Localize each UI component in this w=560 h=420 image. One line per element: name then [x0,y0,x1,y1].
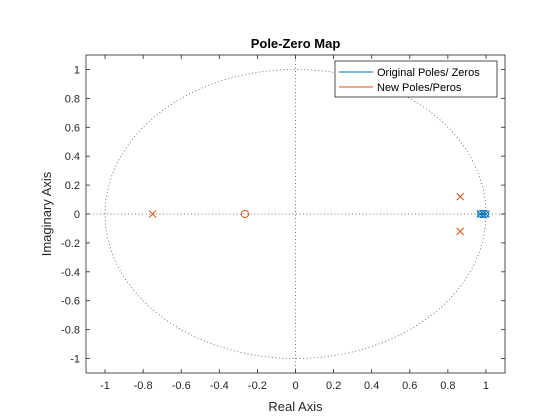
y-tick-label: 0 [74,209,80,221]
x-tick-label: 0.2 [326,380,341,392]
y-tick-label: -0.8 [61,325,80,337]
y-tick-label: 1 [74,64,80,76]
zero-marker [240,209,250,219]
x-tick-label: -0.8 [134,380,153,392]
x-axis-ticks: -1 -0.8 -0.6 -0.4 -0.2 0 0.2 0.4 0.6 0.8 1 [100,55,489,392]
y-tick-label: -1 [70,354,80,366]
pole-marker [148,210,157,218]
zero-marker [477,209,486,219]
y-tick-label: 0.4 [65,151,80,163]
pole-zero-markers [148,192,490,236]
legend-entry: New Poles/Peros [377,82,462,94]
x-tick-label: 0 [292,380,298,392]
legend-entry: Original Poles/ Zeros [377,67,480,79]
y-axis-ticks: -1 -0.8 -0.6 -0.4 -0.2 0 0.2 0.4 0.6 0.8 1 [61,64,505,366]
x-tick-label: -1 [100,380,110,392]
pole-marker [456,227,465,236]
x-tick-label: 1 [483,380,489,392]
chart-title: Pole-Zero Map [251,36,341,51]
y-tick-label: -0.2 [61,238,80,250]
pole-marker [479,210,487,218]
y-tick-label: 0.8 [65,93,80,105]
y-tick-label: -0.6 [61,296,80,308]
zero-marker [480,209,490,219]
legend: Original Poles/ Zeros New Poles/Peros [334,60,498,98]
y-axis-label: Imaginary Axis [39,171,54,256]
x-tick-label: 0.4 [364,380,379,392]
x-tick-label: -0.2 [248,380,267,392]
x-tick-label: -0.6 [172,380,191,392]
x-tick-label: -0.4 [210,380,229,392]
x-axis-label: Real Axis [268,399,323,414]
y-tick-label: -0.4 [61,267,80,279]
y-tick-label: 0.6 [65,122,80,134]
pole-marker [456,192,465,201]
x-tick-label: 0.6 [402,380,417,392]
y-tick-label: 0.2 [65,180,80,192]
legend-box [334,60,498,98]
x-tick-label: 0.8 [440,380,455,392]
